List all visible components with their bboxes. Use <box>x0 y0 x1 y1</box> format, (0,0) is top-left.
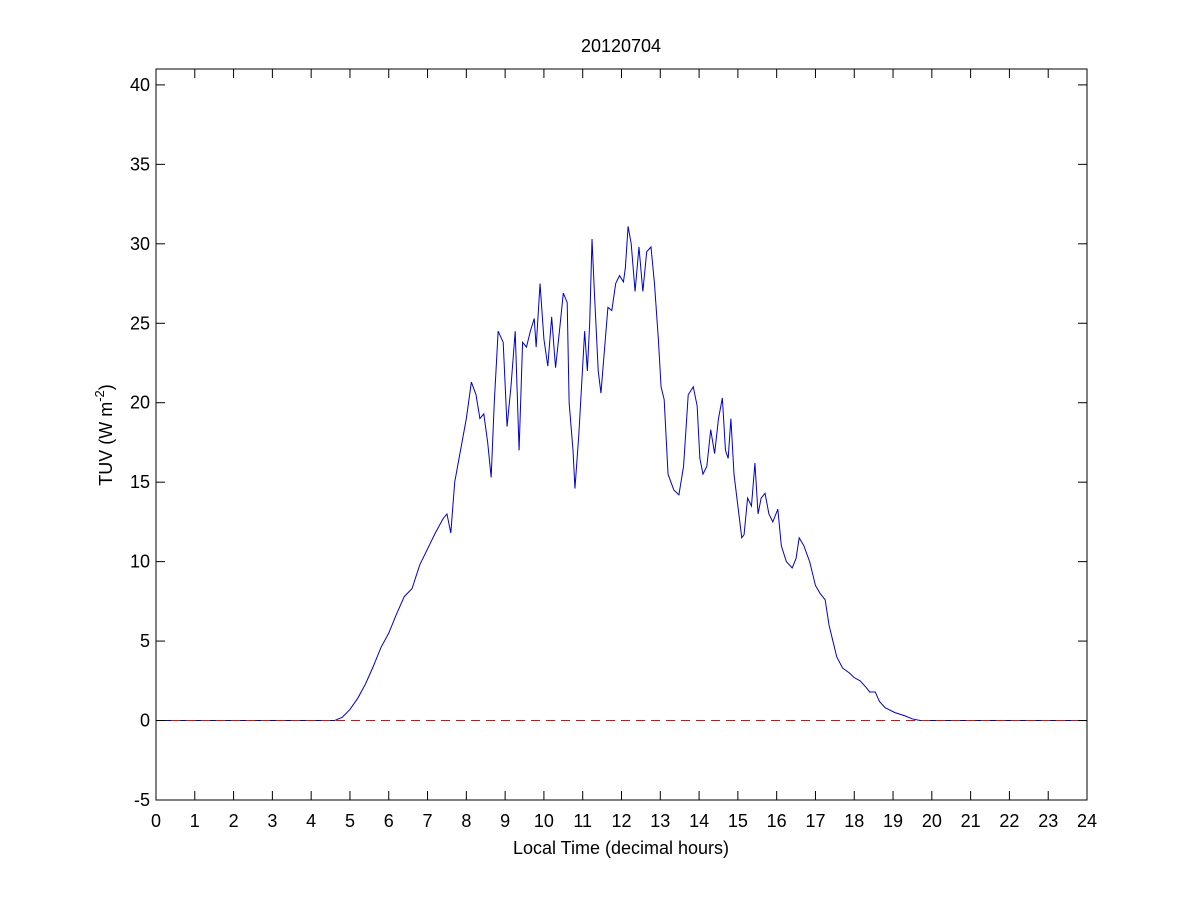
x-tick-label: 16 <box>767 811 787 831</box>
y-tick-label: 10 <box>130 552 150 572</box>
x-tick-label: 9 <box>500 811 510 831</box>
x-tick-label: 17 <box>805 811 825 831</box>
x-tick-label: 7 <box>423 811 433 831</box>
x-tick-label: 4 <box>306 811 316 831</box>
x-tick-label: 6 <box>384 811 394 831</box>
y-tick-label: 30 <box>130 234 150 254</box>
x-tick-label: 19 <box>883 811 903 831</box>
x-tick-label: 13 <box>650 811 670 831</box>
y-tick-label: 35 <box>130 154 150 174</box>
y-axis-label-tail: ) <box>96 384 116 390</box>
x-tick-label: 24 <box>1077 811 1097 831</box>
y-axis-label: TUV (W m-2) <box>92 384 116 486</box>
x-tick-label: 21 <box>961 811 981 831</box>
x-tick-label: 2 <box>229 811 239 831</box>
x-axis-label: Local Time (decimal hours) <box>513 838 729 858</box>
x-tick-label: 11 <box>573 811 592 831</box>
y-tick-label: 0 <box>140 711 150 731</box>
y-tick-label: 40 <box>130 75 150 95</box>
x-tick-label: 1 <box>190 811 200 831</box>
x-tick-label: 20 <box>922 811 942 831</box>
chart-title: 20120704 <box>581 36 661 56</box>
x-tick-label: 22 <box>999 811 1019 831</box>
y-tick-label: 20 <box>130 393 150 413</box>
plot-frame <box>155 68 1088 801</box>
x-tick-label: 14 <box>689 811 709 831</box>
x-tick-label: 3 <box>267 811 277 831</box>
y-tick-label: -5 <box>134 790 150 810</box>
y-axis-label-sup: -2 <box>92 390 107 402</box>
y-tick-label: 25 <box>130 313 150 333</box>
x-tick-label: 0 <box>151 811 161 831</box>
x-tick-label: 18 <box>844 811 864 831</box>
x-tick-label: 12 <box>611 811 631 831</box>
x-tick-label: 23 <box>1038 811 1058 831</box>
x-tick-label: 10 <box>534 811 554 831</box>
y-axis-label-text: TUV (W m <box>96 402 116 486</box>
series-line <box>156 226 1087 722</box>
y-tick-label: 5 <box>140 631 150 651</box>
x-tick-label: 5 <box>345 811 355 831</box>
y-tick-label: 15 <box>130 472 150 492</box>
x-tick-label: 8 <box>461 811 471 831</box>
x-tick-label: 15 <box>728 811 748 831</box>
